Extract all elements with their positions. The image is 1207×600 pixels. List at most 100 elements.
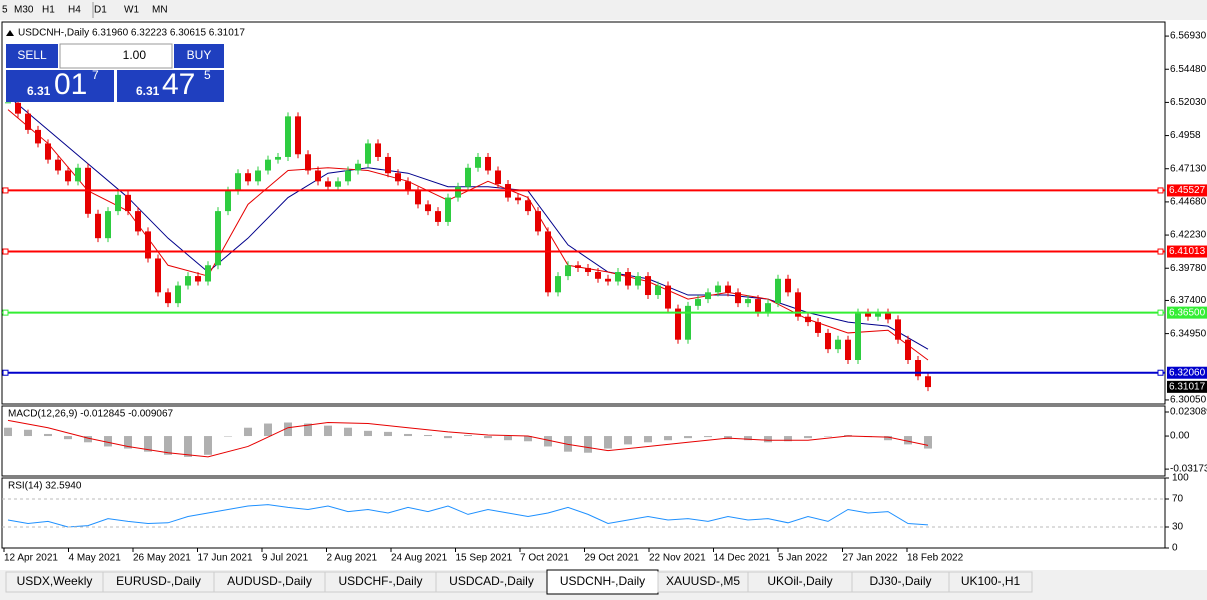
candle [715, 285, 721, 293]
candle [355, 163, 361, 171]
ask-box[interactable] [117, 70, 224, 102]
candle [685, 305, 691, 340]
tab[interactable]: USDCAD-,Daily [435, 571, 548, 593]
level-handle[interactable] [2, 369, 9, 376]
timeframe-button[interactable]: H1 [42, 5, 55, 16]
x-tick-label: 26 May 2021 [133, 553, 191, 564]
candle [655, 285, 661, 296]
candle [25, 113, 31, 130]
candle [605, 278, 611, 282]
level-price-box [1167, 306, 1207, 319]
tab[interactable]: DJ30-,Daily [851, 571, 950, 593]
macd-bar [884, 436, 892, 441]
candle [385, 156, 391, 174]
macd-bar [804, 436, 812, 439]
candle [155, 258, 161, 293]
candle [165, 292, 171, 304]
x-tick-label: 24 Aug 2021 [391, 553, 448, 564]
macd-bar [704, 436, 712, 438]
bid-pips: 01 [54, 68, 87, 101]
tab-background[interactable] [948, 571, 1033, 593]
timeframe-button[interactable]: H4 [68, 5, 81, 16]
tab[interactable]: XAUUSD-,M5 [657, 571, 749, 593]
level-handle[interactable] [2, 248, 9, 255]
level-handle[interactable] [1157, 369, 1164, 376]
candle [765, 303, 771, 313]
tab[interactable]: USDCNH-,Daily [546, 569, 659, 595]
lots-input[interactable] [59, 43, 173, 69]
candle [305, 154, 311, 171]
level-handle[interactable] [2, 187, 9, 194]
candle [545, 231, 551, 293]
macd-bar [444, 436, 452, 439]
sell-label[interactable]: SELL [17, 48, 47, 62]
candle [255, 170, 261, 182]
tab[interactable]: UKOil-,Daily [747, 571, 853, 593]
bid-box[interactable] [6, 70, 114, 102]
level-price: 6.32060 [1169, 367, 1206, 378]
candle [175, 285, 181, 304]
bid-big: 6.31 [27, 84, 51, 98]
buy-button[interactable] [174, 44, 224, 68]
candle [205, 265, 211, 282]
level-handle[interactable] [2, 309, 9, 316]
timeframe-button[interactable]: D1 [94, 5, 107, 16]
tab[interactable]: USDX,Weekly [5, 571, 104, 593]
level-price-box [1167, 366, 1207, 379]
tab-label[interactable]: AUDUSD-,Daily [227, 574, 312, 588]
tab-label[interactable]: UK100-,H1 [961, 574, 1021, 588]
macd-bar [724, 436, 732, 440]
tab-label[interactable]: USDX,Weekly [17, 574, 93, 588]
macd-bar [764, 436, 772, 443]
macd-bar [164, 436, 172, 455]
x-tick-label: 27 Jan 2022 [843, 553, 898, 564]
timeframe-button[interactable]: MN [152, 5, 168, 16]
macd-bar [304, 423, 312, 437]
candle [235, 173, 241, 191]
timeframe-button[interactable]: 5 [2, 5, 8, 16]
lots-value[interactable]: 1.00 [123, 48, 147, 62]
ohlc-info: 6.31960 6.32223 6.30615 6.31017 [92, 28, 245, 39]
y-tick-label: 6.47130 [1170, 163, 1207, 174]
trade-panel: SELL 1.00 BUY 6.31 01 7 6.31 47 5 [6, 43, 224, 102]
timeframe-button[interactable]: M30 [14, 5, 34, 16]
tab[interactable]: USDCHF-,Daily [324, 571, 437, 593]
candle [825, 332, 831, 350]
tab-label[interactable]: DJ30-,Daily [869, 574, 931, 588]
tab-background[interactable] [546, 569, 659, 595]
macd-bar [284, 422, 292, 437]
tab[interactable]: AUDUSD-,Daily [213, 571, 326, 593]
macd-bar [604, 436, 612, 449]
candle [125, 194, 131, 212]
macd-bar [404, 433, 412, 437]
tab-label[interactable]: UKOil-,Daily [767, 574, 832, 588]
candle [105, 211, 111, 239]
candle [695, 299, 701, 306]
macd-bar [584, 436, 592, 453]
candle [455, 186, 461, 198]
buy-label[interactable]: BUY [187, 48, 212, 62]
macd-bar [84, 436, 92, 443]
tab-label[interactable]: EURUSD-,Daily [116, 574, 201, 588]
tab-label[interactable]: USDCAD-,Daily [449, 574, 534, 588]
tab-label[interactable]: USDCNH-,Daily [560, 574, 645, 588]
candle [335, 181, 341, 187]
level-handle[interactable] [1157, 187, 1164, 194]
y-tick-label: 6.37400 [1170, 295, 1207, 306]
tab[interactable]: EURUSD-,Daily [102, 571, 215, 593]
macd-bar [204, 436, 212, 455]
sell-button[interactable] [6, 44, 58, 68]
candle [135, 211, 141, 232]
timeframe-button[interactable]: W1 [124, 5, 139, 16]
tab-label[interactable]: XAUUSD-,M5 [666, 574, 740, 588]
candle [635, 276, 641, 286]
tab[interactable]: UK100-,H1 [948, 571, 1033, 593]
macd-bar [324, 425, 332, 437]
level-handle[interactable] [1157, 309, 1164, 316]
tab-label[interactable]: USDCHF-,Daily [339, 574, 423, 588]
candle [885, 312, 891, 320]
level-handle[interactable] [1157, 248, 1164, 255]
candle [435, 211, 441, 222]
candle [15, 102, 21, 114]
